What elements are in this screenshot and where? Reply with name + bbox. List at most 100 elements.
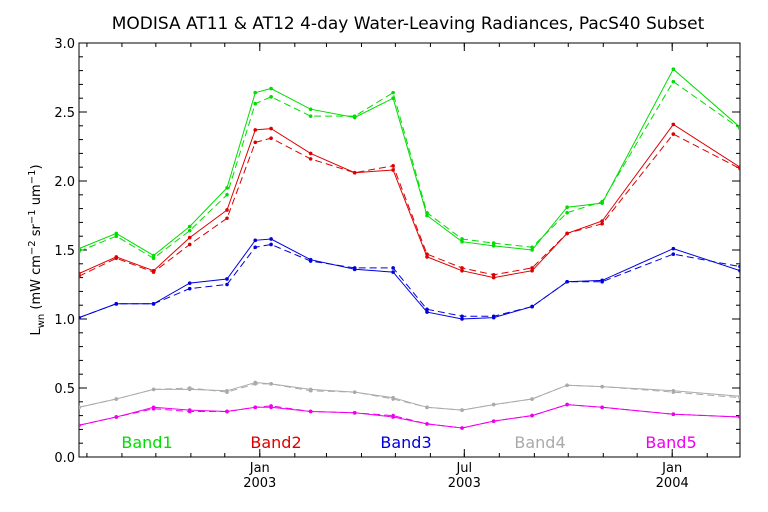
series-band5-solid-point (253, 405, 258, 410)
x-tick-year: 2003 (448, 476, 481, 491)
series-band3-solid-point (151, 302, 156, 306)
series-band5-solid-point (530, 413, 534, 418)
series-band4-solid-line (79, 381, 740, 411)
series-band1-dashed-point (460, 237, 464, 241)
series-band1-dashed-point (79, 249, 81, 254)
series-band2-solid-point (253, 128, 258, 132)
series-band4-solid-point (671, 388, 676, 393)
series-band4-solid-point (253, 380, 258, 385)
series-band1-solid-point (738, 125, 740, 129)
series-band1-dashed-point (253, 101, 258, 106)
series-band2-dashed-point (225, 216, 229, 221)
series-band3-solid-point (269, 237, 273, 241)
series-band2-dashed-point (600, 221, 604, 226)
series-band1-dashed-point (269, 95, 273, 99)
series-band1-solid-point (253, 90, 258, 95)
series-band5-solid-point (114, 415, 119, 419)
series-band3-solid-point (391, 270, 395, 274)
series-band1-solid-point (79, 246, 81, 251)
series-band3-dashed-line (79, 243, 740, 319)
series-band1-dashed-point (491, 241, 496, 245)
series-band3-solid-point (738, 268, 740, 273)
series-band3-dashed-point (460, 314, 464, 319)
series-band3-solid-point (565, 279, 569, 284)
series-band1-dashed-line (79, 80, 740, 259)
series-band5-solid-point (151, 405, 156, 410)
y-axis-label: Lwn (mW cm−2 sr−1 um−1) (27, 164, 47, 335)
series-band3-dashed-point (425, 307, 429, 312)
series-band3-solid-point (187, 281, 192, 285)
series-band5 (79, 402, 740, 430)
series-band1-solid-point (225, 186, 229, 190)
series-band5-solid-point (352, 411, 357, 415)
series-band2-solid-point (308, 151, 313, 156)
series-band4-solid-point (269, 382, 273, 386)
x-tick-month: Jan (661, 461, 682, 476)
series-band2-solid-point (600, 219, 604, 223)
series-band1-solid-point (308, 107, 313, 112)
y-tick-label: 1.0 (54, 313, 75, 328)
series-band5-solid-point (79, 423, 81, 428)
series-band3-solid-point (530, 304, 534, 309)
series-band1-dashed-point (671, 79, 676, 84)
series-band5-solid-point (187, 408, 192, 412)
series-band3-solid-line (79, 238, 740, 320)
series-band2-dashed-point (671, 132, 676, 136)
series-band2-solid-point (491, 275, 496, 280)
y-axis: 0.0 0.5 1.0 1.5 2.0 2.5 3.0 (54, 37, 740, 466)
series-band2-dashed-point (391, 164, 395, 168)
series-band5-solid-point (425, 422, 429, 426)
series-band3-solid-point (308, 257, 313, 262)
series-band2-solid-point (671, 122, 676, 127)
series-band5-solid-line (79, 404, 740, 429)
series-band4-solid-point (600, 384, 604, 389)
series-band5-solid-point (308, 409, 313, 414)
series-band1-solid-point (491, 244, 496, 248)
series-band4-solid-point (79, 405, 81, 410)
series-band2-dashed-point (530, 266, 534, 270)
series-band4-solid-point (530, 397, 534, 401)
legend-band3: Band3 (380, 433, 431, 452)
series-band4-solid-point (225, 388, 229, 393)
series-band1-solid-point (600, 201, 604, 205)
series-band1-solid-point (269, 86, 273, 91)
y-tick-label: 0.5 (54, 382, 75, 397)
x-tick-year: 2003 (243, 476, 276, 491)
series-layer (79, 67, 740, 430)
series-band1-solid-point (151, 253, 156, 258)
series-band3-solid-point (425, 310, 429, 314)
series-band2-dashed-point (269, 136, 273, 141)
plot-frame (78, 42, 741, 458)
series-band2-solid-point (391, 168, 395, 172)
series-band1-solid-point (460, 239, 464, 244)
series-band3-solid-point (225, 277, 229, 281)
legend-band5: Band5 (645, 433, 696, 452)
series-band2-dashed-point (253, 140, 258, 145)
series-band2-solid-point (269, 126, 273, 131)
series-band3-solid-point (79, 315, 81, 320)
plot-border (78, 42, 741, 458)
series-band3-solid-point (114, 302, 119, 306)
series-band1-dashed-point (225, 193, 229, 197)
legend-band2: Band2 (250, 433, 301, 452)
series-band1 (79, 67, 740, 261)
series-band5-solid-point (491, 419, 496, 423)
series-band2 (79, 122, 740, 280)
series-band4-solid-point (565, 383, 569, 388)
series-band2-solid-point (460, 268, 464, 273)
series-band1-dashed-point (565, 210, 569, 215)
series-band3-solid-point (352, 267, 357, 272)
series-band5-dashed-line (79, 404, 740, 429)
series-band3-dashed-point (391, 266, 395, 270)
series-band4-dashed-line (79, 383, 740, 411)
series-band4-solid-point (391, 395, 395, 400)
series-band2-dashed-line (79, 133, 740, 277)
series-band3-solid-point (253, 238, 258, 243)
series-band5-solid-point (565, 402, 569, 407)
series-band2-solid-point (425, 255, 429, 259)
series-band2-solid-point (530, 268, 534, 273)
series-band3-dashed-point (225, 282, 229, 287)
series-band2-dashed-point (79, 274, 81, 279)
series-band1-solid-point (671, 67, 676, 72)
